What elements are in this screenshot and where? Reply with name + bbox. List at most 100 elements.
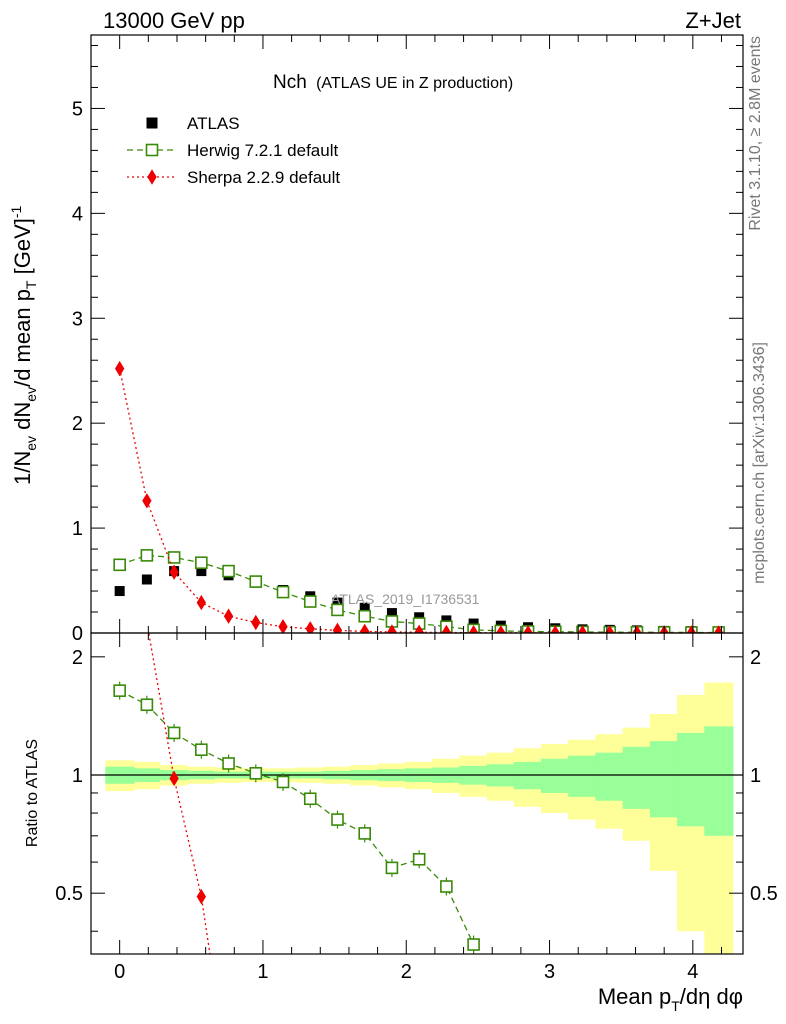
ratio-panel: 0.5 0.51 12 20 1 2 3 4 Ratio to ATLAS Mean pT/d… [24,454,778,1014]
data-point-2-22 [713,625,724,633]
data-point-0-8 [332,597,343,608]
ratio-point-0-6 [276,775,290,789]
x-tick-label: 4 [687,961,698,983]
ratio-point-0-11 [412,852,426,866]
plot-title-main: Nch [273,72,307,93]
ratio-frame [90,632,744,955]
legend: ATLAS Herwig 7.2.1 default Sherpa 2.2.9 de… [127,114,340,187]
plot-title-sub: (ATLAS UE in Z production) [316,75,513,92]
ratio-y-tick-label-right: 0.5 [750,883,778,905]
data-point-1-6 [276,585,290,599]
ratio-point-0-1 [140,698,154,712]
data-point-2-18 [605,625,615,633]
main-ticks: 0 1 2 3 4 5 [72,35,743,645]
data-point-2-5 [251,614,261,631]
inner-band-bin [677,732,705,827]
ratio-ticks: 0.5 0.5 1 1 2 2 0 1 2 3 4 [55,633,778,983]
data-point-1-3 [195,556,208,570]
data-point-2-10 [387,624,397,633]
data-point-0-1 [141,574,152,585]
ratio-y-tick-label-right: 2 [750,647,761,669]
data-point-2-14 [496,625,506,633]
analysis-label: ATLAS_2019_I1736531 [331,591,480,607]
ratio-ylabel: Ratio to ATLAS [24,739,41,847]
plot-title: Nch (ATLAS UE in Z production) [273,72,513,93]
ratio-plot-area [91,454,743,954]
data-point-0-10 [386,608,397,619]
data-point-2-21 [686,625,697,633]
data-point-2-3 [196,594,207,611]
legend-marker-0 [146,117,158,129]
data-point-2-8 [332,622,343,633]
data-point-2-12 [441,624,452,633]
rivet-label: Rivet 3.1.10, ≥ 2.8M events [747,36,764,231]
x-tick-label: 1 [257,961,268,983]
y-tick-label: 2 [72,413,83,435]
legend-marker-2 [147,169,157,185]
ratio-line-1 [148,633,211,954]
y-tick-label: 5 [72,98,83,120]
x-axis-label: Mean pT/dη dφ [598,984,743,1014]
data-point-1-1 [140,549,154,562]
ratio-point-1-2 [169,770,179,787]
data-point-2-11 [414,624,424,633]
legend-marker-1 [145,143,159,157]
ratio-point-0-3 [195,743,208,757]
inner-band-bin [649,741,678,818]
data-point-2-2 [169,564,179,580]
inner-band-bin [568,755,596,797]
ratio-point-1-3 [196,888,207,905]
data-point-2-4 [223,608,234,624]
data-point-0-3 [196,566,207,577]
y-tick-label: 4 [72,203,83,225]
data-point-1-5 [249,575,263,588]
ratio-point-0-13 [467,938,480,951]
ratio-point-0-2 [167,726,181,740]
data-point-1-7 [303,595,317,608]
data-point-2-1 [142,493,152,509]
main-ylabel: 1/Nev dNev/d mean pT [GeV]-1 [8,205,39,485]
ratio-y-tick-label: 0.5 [55,883,83,905]
inner-band-bin [540,758,569,793]
data-point-2-15 [523,625,533,633]
data-point-2-9 [360,623,370,633]
ratio-point-0-7 [303,792,317,806]
ratio-point-0-4 [222,757,235,770]
data-point-1-2 [167,551,181,564]
data-point-1-9 [358,609,371,623]
inner-band-bin [622,746,651,809]
ratio-y-tick-label: 2 [72,647,83,669]
main-panel: 0 1 2 3 4 5 Nch (ATLAS UE in Z production) AT… [8,34,744,645]
x-tick-label: 3 [544,961,555,983]
legend-label-1: Herwig 7.2.1 default [187,141,338,160]
ratio-point-0-10 [385,861,399,875]
x-tick-label: 0 [114,961,125,983]
ratio-point-1-0 [115,454,124,469]
legend-label-2: Sherpa 2.2.9 default [187,168,340,187]
data-point-0-0 [114,586,125,597]
data-point-1-8 [331,603,344,617]
y-tick-label: 3 [72,308,83,330]
header-right: Z+Jet [685,8,741,33]
ratio-point-0-12 [440,880,453,893]
ratio-point-0-5 [249,767,263,780]
ratio-point-0-0 [113,684,126,697]
y-tick-label: 1 [72,518,83,540]
data-point-2-0 [114,360,125,377]
ratio-point-0-9 [358,827,371,840]
data-point-2-13 [468,624,479,633]
data-point-2-16 [550,625,560,633]
data-point-2-6 [278,619,288,633]
main-plot-area [113,360,725,633]
ratio-point-0-8 [331,813,344,826]
legend-label-0: ATLAS [187,114,240,133]
ratio-y-tick-label-right: 1 [750,765,761,787]
header-left: 13000 GeV pp [103,8,245,33]
data-point-0-9 [359,602,370,613]
data-point-2-19 [632,625,642,633]
data-point-2-7 [305,621,315,633]
inner-band-bin [704,726,734,836]
data-point-1-4 [222,564,235,578]
source-label: mcplots.cern.ch [arXiv:1306.3436] [751,342,768,584]
